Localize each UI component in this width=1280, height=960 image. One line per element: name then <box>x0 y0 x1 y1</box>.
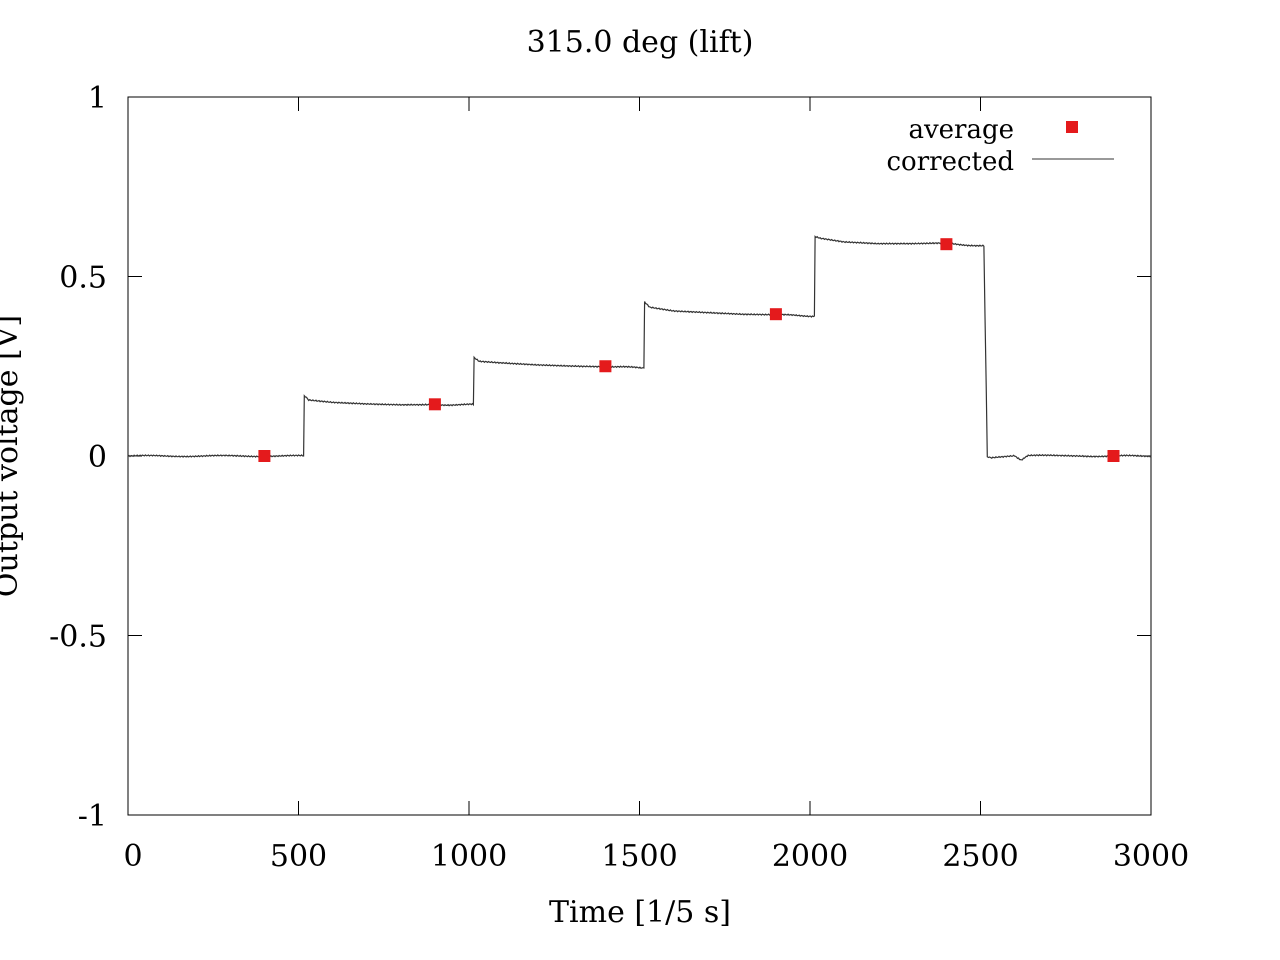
y-tick-label: -1 <box>78 799 107 834</box>
x-tick-label: 500 <box>270 839 327 874</box>
chart-title: 315.0 deg (lift) <box>527 25 754 60</box>
data-point-average <box>940 238 953 251</box>
y-tick-label: 1 <box>88 81 107 116</box>
x-axis-label: Time [1/5 s] <box>549 895 731 930</box>
y-tick-label: 0 <box>88 440 107 475</box>
series-line-corrected <box>127 235 1152 461</box>
data-point-average <box>599 360 612 373</box>
data-point-average <box>258 450 271 462</box>
x-tick-label: 3000 <box>1113 839 1189 874</box>
legend-label-corrected: corrected <box>887 147 1015 177</box>
x-tick-label: 0 <box>123 839 142 874</box>
plot-area <box>127 235 1152 462</box>
x-axis: 0 500 1000 1500 2000 2500 3000 <box>123 97 1189 874</box>
x-tick-label: 1500 <box>601 839 677 874</box>
y-tick-label: 0.5 <box>59 261 107 296</box>
y-axis-label: Output voltage [V] <box>0 315 25 597</box>
x-tick-label: 1000 <box>431 839 507 874</box>
legend-marker-average <box>1066 121 1078 133</box>
data-point-average <box>428 398 441 411</box>
x-tick-label: 2000 <box>772 839 848 874</box>
data-point-average <box>769 308 782 321</box>
legend: average corrected <box>887 115 1114 177</box>
data-point-average <box>1107 450 1120 462</box>
legend-label-average: average <box>908 115 1014 145</box>
y-axis: 1 0.5 0 -0.5 -1 <box>49 81 1151 834</box>
y-tick-label: -0.5 <box>49 620 107 655</box>
x-tick-label: 2500 <box>942 839 1018 874</box>
